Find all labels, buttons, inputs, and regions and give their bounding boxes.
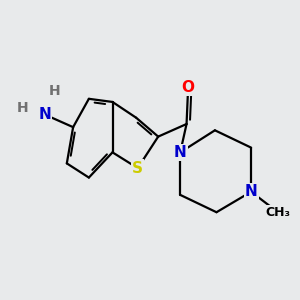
Text: CH₃: CH₃ (266, 206, 290, 219)
Text: N: N (245, 184, 257, 199)
Text: O: O (182, 80, 195, 95)
Text: H: H (48, 84, 60, 98)
Text: N: N (38, 107, 51, 122)
Text: H: H (16, 101, 28, 115)
Text: S: S (132, 160, 143, 175)
Text: N: N (174, 145, 187, 160)
